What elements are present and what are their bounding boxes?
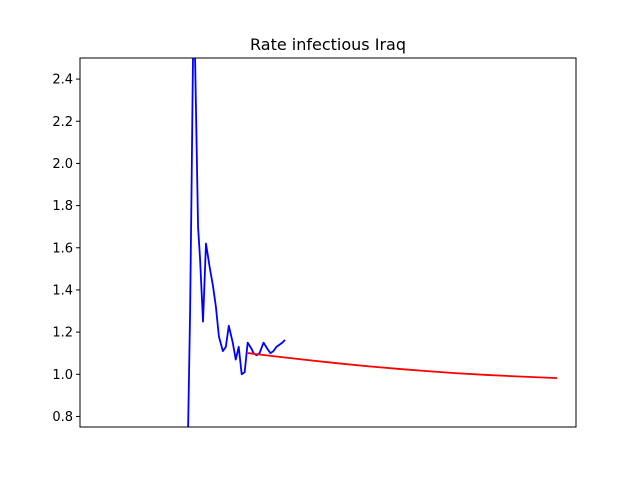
y-tick-label: 1.0 — [52, 368, 73, 383]
series-line-projection — [247, 352, 558, 380]
plot-frame — [79, 57, 577, 428]
y-tick-label: 0.8 — [52, 410, 73, 425]
y-tick-label: 1.6 — [52, 241, 73, 256]
y-axis: 0.8 1.0 1.2 1.4 1.6 1.8 2.0 2.2 2.4 — [52, 73, 80, 425]
y-tick-label: 1.8 — [52, 199, 73, 214]
plot-area — [187, 58, 558, 427]
y-tick-label: 2.2 — [52, 115, 73, 130]
y-tick-label: 1.4 — [52, 283, 73, 298]
y-tick-label: 2.4 — [52, 73, 73, 88]
series-line-observed — [187, 58, 286, 427]
y-tick-label: 1.2 — [52, 326, 73, 341]
chart-title: Rate infectious Iraq — [250, 35, 406, 54]
y-tick-label: 2.0 — [52, 157, 73, 172]
